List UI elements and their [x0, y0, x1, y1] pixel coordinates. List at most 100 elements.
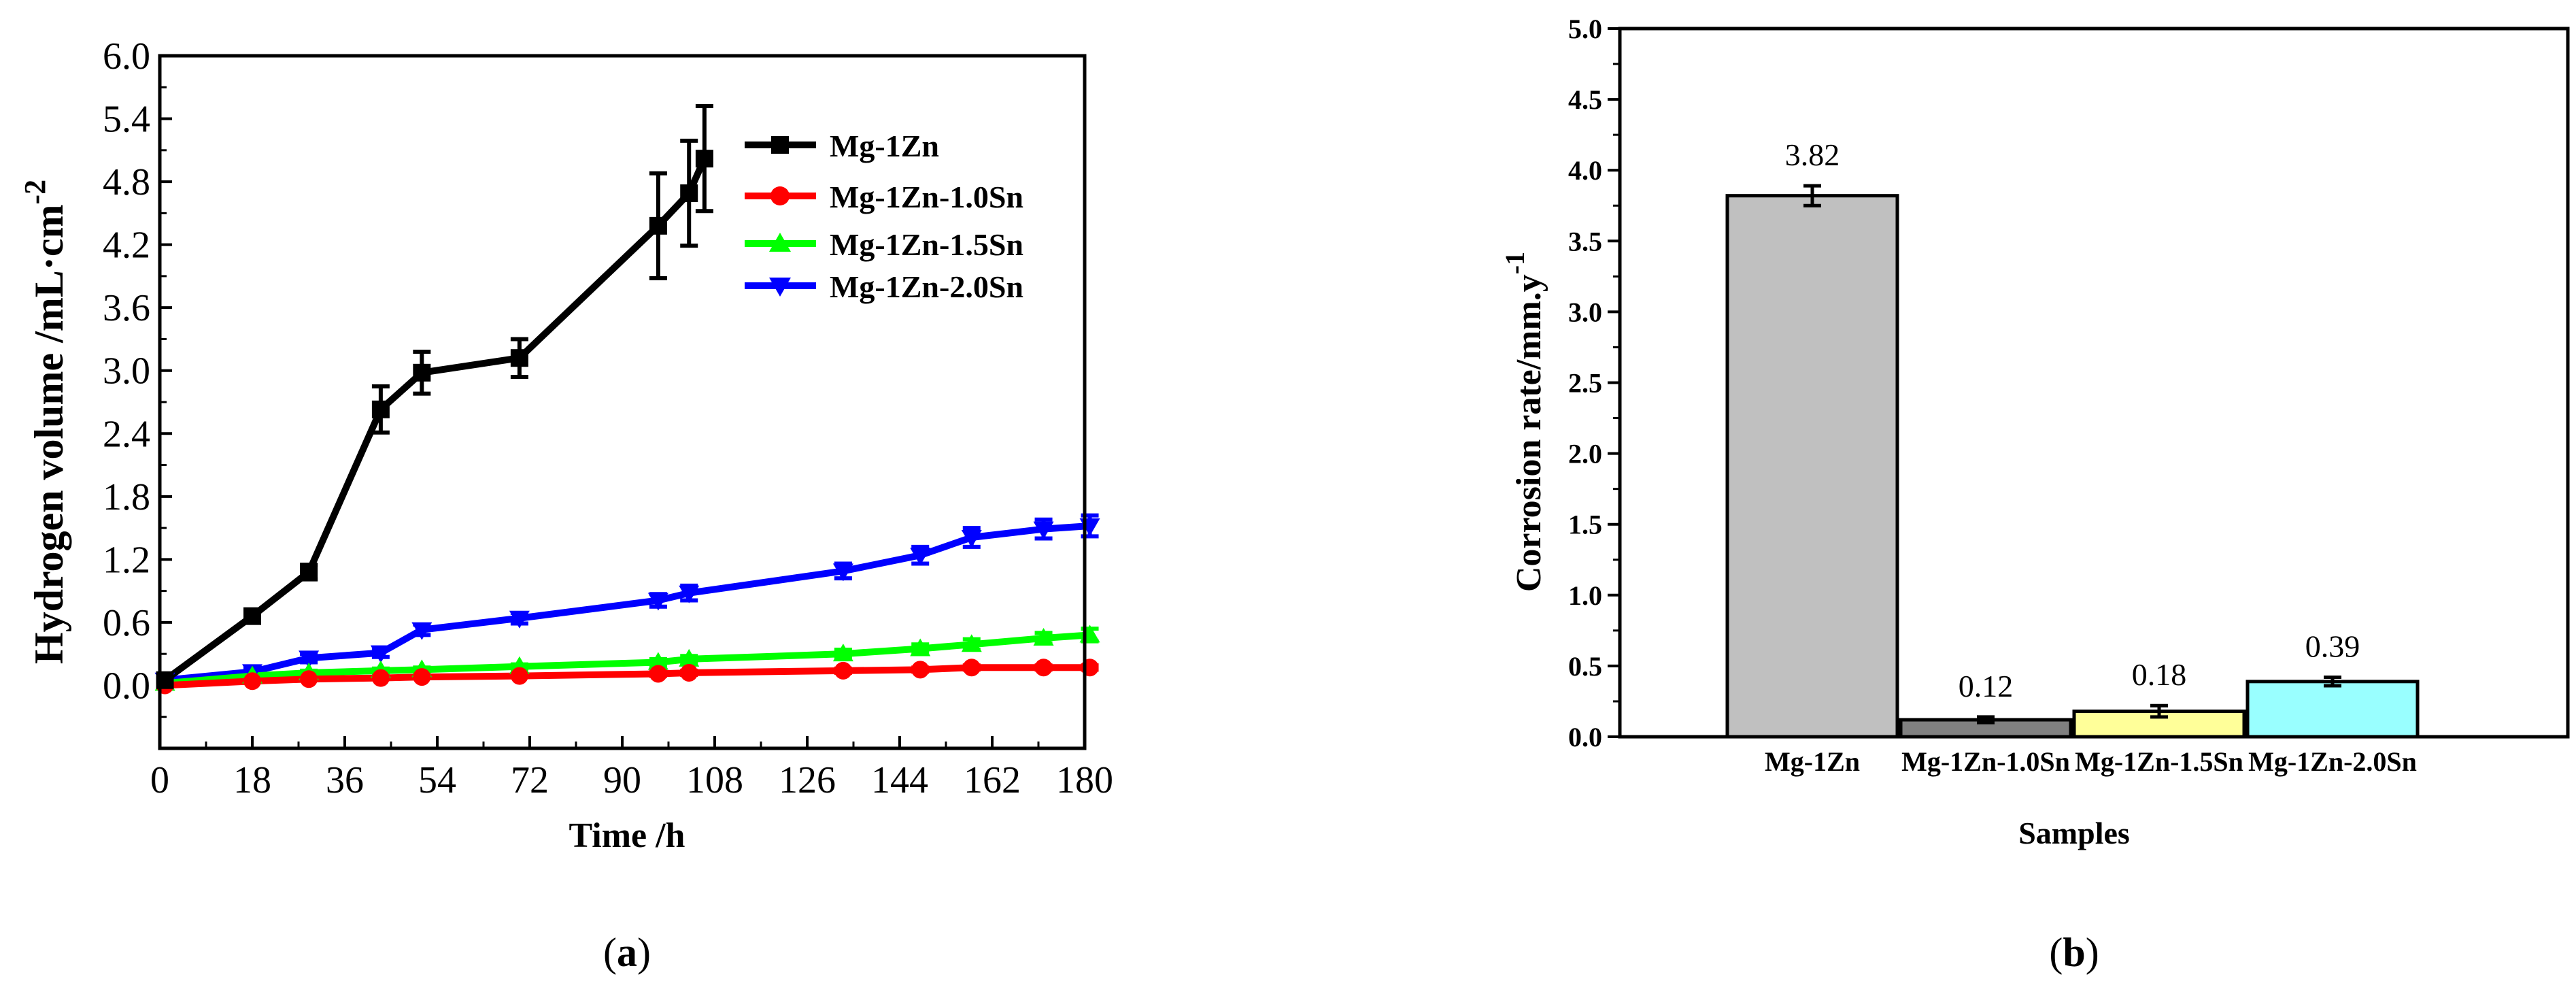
panel-label-a: (a)	[603, 930, 651, 975]
hydrogen-volume-line-chart: 0 18 36 54 72 90 108 126 144 162 180 0.0 0.6 1.2 1.8 2…	[18, 35, 1113, 975]
category-label-mg-1zn-1-0sn: Mg-1Zn-1.0Sn	[1901, 746, 2070, 777]
y-tick-label-b: 2.0	[1568, 439, 1602, 469]
y-tick-label-a: 3.0	[103, 350, 150, 393]
y-tick-label-b: 0.0	[1568, 722, 1602, 752]
legend-label-mg-1zn-1-5sn: Mg-1Zn-1.5Sn	[830, 227, 1023, 262]
value-label-mg-1zn-1-0sn: 0.12	[1959, 669, 2014, 703]
legend-label-mg-1zn-2-0sn: Mg-1Zn-2.0Sn	[830, 269, 1023, 304]
series-markers-a	[154, 150, 1100, 695]
data-point-mg-1zn-1-5sn	[647, 652, 668, 670]
plot-frame-b	[1618, 27, 2570, 739]
data-point-mg-1zn-1-0sn	[649, 665, 667, 683]
y-tick-labels-b: 0.0 0.5 1.0 1.5 2.0 2.5 3.0 3.5 4.0 4.5 5.0	[1568, 14, 1602, 752]
value-label-mg-1zn: 3.82	[1785, 137, 1840, 172]
x-tick-label-a: 36	[326, 759, 364, 801]
data-point-mg-1zn-1-0sn	[911, 661, 930, 679]
data-point-mg-1zn-1-5sn	[910, 638, 931, 656]
x-tick-label-a: 90	[603, 759, 641, 801]
y-tick-label-b: 4.0	[1568, 155, 1602, 186]
data-point-mg-1zn-2-0sn	[679, 585, 700, 603]
bar-mg-1zn	[1725, 194, 1899, 739]
y-tick-label-a: 1.2	[103, 539, 150, 581]
corrosion-rate-bar-chart: 3.82 0.12 0.18 0.39 0.0 0.5 1.0 1.5 2.0 2.5 3.0 3.…	[1499, 14, 2570, 975]
value-label-mg-1zn-1-5sn: 0.18	[2132, 657, 2187, 692]
data-point-mg-1zn	[510, 349, 528, 367]
data-point-mg-1zn	[680, 184, 698, 203]
legend-item-mg-1zn-1-5sn: Mg-1Zn-1.5Sn	[745, 227, 1023, 262]
y-tick-label-a: 3.6	[103, 287, 150, 329]
data-point-mg-1zn	[300, 563, 318, 581]
data-point-mg-1zn	[695, 150, 713, 168]
y-tick-label-a: 6.0	[103, 35, 150, 78]
y-tick-label-b: 1.5	[1568, 510, 1602, 540]
data-point-mg-1zn-1-0sn	[300, 670, 318, 688]
data-point-mg-1zn-1-0sn	[510, 667, 528, 685]
y-tick-labels-a: 0.0 0.6 1.2 1.8 2.4 3.0 3.6 4.2 4.8 5.4 6.0	[103, 35, 150, 707]
error-bars-b	[1803, 184, 2341, 725]
data-point-mg-1zn	[413, 363, 431, 382]
data-point-mg-1zn-1-5sn	[961, 634, 982, 652]
legend-marker-triangle-up	[769, 233, 791, 252]
y-tick-label-a: 2.4	[103, 413, 150, 455]
x-tick-label-a: 144	[871, 759, 928, 801]
data-point-mg-1zn	[371, 400, 390, 418]
legend-label-mg-1zn-1-0sn: Mg-1Zn-1.0Sn	[830, 180, 1023, 214]
data-point-mg-1zn-1-0sn	[413, 668, 431, 686]
x-tick-labels-a: 0 18 36 54 72 90 108 126 144 162 180	[150, 759, 1113, 801]
panel-label-b: (b)	[2049, 930, 2099, 975]
y-tick-label-a: 1.8	[103, 476, 150, 518]
x-axis-label-b: Samples	[2018, 816, 2130, 850]
data-point-mg-1zn	[243, 607, 261, 625]
x-tick-label-a: 54	[418, 759, 456, 801]
legend-marker-triangle-down	[769, 278, 791, 297]
data-point-mg-1zn-1-5sn	[1033, 628, 1054, 646]
y-axis-label-a: Hydrogen volume /mL·cm-2	[18, 180, 71, 664]
data-point-mg-1zn-1-0sn	[680, 663, 698, 682]
bars-b	[1725, 194, 2420, 739]
legend-item-mg-1zn-1-0sn: Mg-1Zn-1.0Sn	[745, 180, 1023, 214]
value-label-mg-1zn-2-0sn: 0.39	[2305, 629, 2360, 664]
data-point-mg-1zn-2-0sn	[411, 622, 433, 640]
y-tick-label-b: 5.0	[1568, 14, 1602, 44]
y-tick-label-b: 1.0	[1568, 580, 1602, 611]
legend-marker-square	[771, 136, 789, 154]
legend-label-mg-1zn: Mg-1Zn	[830, 129, 939, 163]
y-tick-label-b: 0.5	[1568, 651, 1602, 682]
y-tick-label-a: 0.6	[103, 602, 150, 644]
value-labels-b: 3.82 0.12 0.18 0.39	[1785, 137, 2360, 703]
data-point-mg-1zn-2-0sn	[647, 593, 668, 611]
category-label-mg-1zn: Mg-1Zn	[1765, 746, 1860, 777]
data-point-mg-1zn-2-0sn	[299, 650, 320, 669]
legend-item-mg-1zn-2-0sn: Mg-1Zn-2.0Sn	[745, 269, 1023, 304]
legend-marker-circle	[770, 186, 790, 205]
y-tick-label-b: 4.5	[1568, 84, 1602, 115]
data-point-mg-1zn-2-0sn	[370, 645, 391, 663]
data-point-mg-1zn-1-0sn	[962, 659, 981, 677]
category-label-mg-1zn-2-0sn: Mg-1Zn-2.0Sn	[2248, 746, 2417, 777]
axis-ticks-b	[1608, 27, 1620, 738]
y-tick-label-a: 5.4	[103, 99, 150, 141]
x-tick-label-a: 0	[150, 759, 169, 801]
data-point-mg-1zn-1-0sn	[1034, 659, 1053, 677]
data-point-mg-1zn-2-0sn	[1033, 521, 1054, 539]
x-tick-label-a: 180	[1056, 759, 1113, 801]
y-tick-label-a: 4.8	[103, 161, 150, 203]
x-axis-label-a: Time /h	[569, 816, 685, 855]
data-point-mg-1zn-1-5sn	[679, 648, 700, 667]
bar-mg-1zn-2-0sn	[2245, 680, 2420, 739]
data-point-mg-1zn-1-0sn	[834, 661, 852, 680]
legend-item-mg-1zn: Mg-1Zn	[745, 129, 939, 163]
x-tick-label-a: 72	[511, 759, 549, 801]
data-point-mg-1zn-2-0sn	[910, 548, 931, 566]
category-label-mg-1zn-1-5sn: Mg-1Zn-1.5Sn	[2075, 746, 2243, 777]
data-point-mg-1zn-2-0sn	[961, 529, 982, 548]
x-tick-label-a: 126	[779, 759, 836, 801]
data-point-mg-1zn-1-0sn	[243, 672, 261, 691]
data-point-mg-1zn-1-0sn	[371, 669, 390, 687]
data-point-mg-1zn-2-0sn	[509, 610, 530, 629]
plot-frame-a	[158, 54, 1087, 750]
x-tick-label-a: 162	[964, 759, 1021, 801]
legend-a: Mg-1Zn Mg-1Zn-1.0Sn Mg-1Zn-1.5Sn Mg-1Zn-…	[745, 129, 1023, 304]
y-tick-label-b: 2.5	[1568, 368, 1602, 399]
